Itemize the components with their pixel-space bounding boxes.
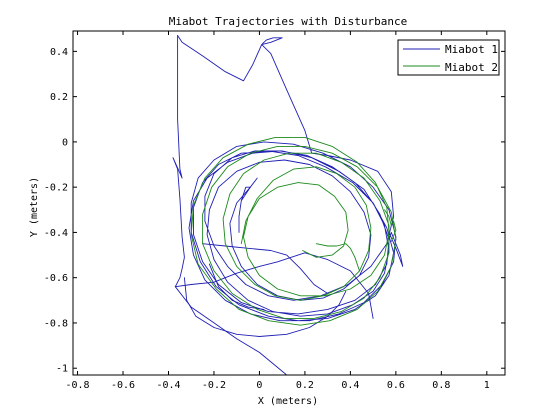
legend: Miabot 1 Miabot 2 [397,39,500,76]
x-tick-label: 0.8 [432,380,450,391]
legend-box [397,39,500,76]
series-1-trajectory-line [174,252,374,319]
x-tick-label: -0.2 [202,380,226,391]
x-tick-label: 0.6 [387,380,405,391]
x-tick-label: 0 [256,380,262,391]
series-1-trajectory-line [177,35,397,322]
y-axis: -1 -0.8 -0.6 -0.4 -0.2 0 0.2 0.4 [44,47,505,375]
x-tick-label: -0.4 [156,380,180,391]
y-tick-label: -0.4 [44,228,68,239]
y-tick-label: -0.2 [44,183,68,194]
y-tick-label: -1 [56,364,68,375]
series-1-trajectory-line [202,243,329,294]
x-axis-label: X (meters) [258,396,318,407]
plot-area [73,31,505,375]
x-tick-label: 0.4 [341,380,359,391]
y-tick-label: 0 [62,137,68,148]
series-1-trajectory-line [238,177,258,233]
series-1-trajectory-line [183,277,347,337]
y-tick-label: 0.2 [50,92,68,103]
legend-entry-miabot-1: Miabot 1 [445,43,498,56]
x-tick-label: -0.8 [66,380,90,391]
chart-title: Miabot Trajectories with Disturbance [169,15,407,28]
y-tick-label: -0.6 [44,273,68,284]
y-tick-label: -0.8 [44,318,68,329]
x-tick-label: 0.2 [296,380,314,391]
series-2-trajectory-line [315,243,360,272]
y-tick-label: 0.4 [50,47,68,58]
x-axis: -0.8 -0.6 -0.4 -0.2 0 0.2 0.4 0.6 0.8 1 [66,31,490,391]
series-1-trajectory-line [208,263,265,310]
series-layer [172,35,404,375]
x-tick-label: -0.6 [111,380,135,391]
x-tick-label: 1 [484,380,490,391]
legend-entry-miabot-2: Miabot 2 [445,61,498,74]
y-axis-label: Y (meters) [29,177,40,237]
series-2-trajectory-line [190,136,397,326]
plot-frame [72,30,506,376]
series-2-trajectory-line [384,209,397,242]
series-1-trajectory-line [172,35,288,375]
